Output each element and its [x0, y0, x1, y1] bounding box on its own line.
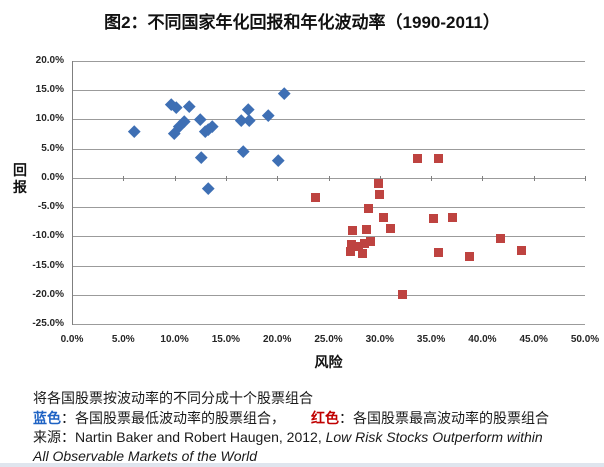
data-point-blue: [128, 125, 141, 138]
data-point-red: [345, 247, 355, 257]
y-tick-label: -25.0%: [32, 318, 64, 329]
data-point-blue: [195, 151, 208, 164]
data-point-red: [310, 192, 320, 202]
note-grouping: 将各国股票按波动率的不同分成十个股票组合: [33, 390, 313, 406]
data-point-blue: [237, 145, 250, 158]
data-point-red: [448, 213, 458, 223]
footnotes: 将各国股票按波动率的不同分成十个股票组合 蓝色：各国股票最低波动率的股票组合， 红…: [33, 388, 593, 466]
x-tick-label: 15.0%: [211, 334, 241, 345]
x-axis-tick: [533, 175, 535, 181]
data-point-red: [385, 224, 395, 234]
data-point-red: [433, 248, 443, 258]
chart-title: 图2：不同国家年化回报和年化波动率（1990-2011）: [104, 13, 500, 32]
data-point-red: [347, 225, 357, 235]
plot-area: [72, 61, 586, 325]
legend-red-desc: ：各国股票最高波动率的股票组合: [339, 410, 549, 426]
data-point-red: [353, 242, 363, 252]
legend-blue-label: 蓝色: [33, 410, 61, 426]
source-title-line1: Low Risk Stocks Outperform within: [325, 429, 543, 445]
data-point-red: [516, 245, 526, 255]
x-axis-tick: [225, 175, 227, 181]
x-axis-tick: [328, 175, 330, 181]
data-point-blue: [243, 114, 256, 127]
x-tick-label: 40.0%: [468, 334, 497, 345]
data-point-red: [361, 225, 371, 235]
y-tick-label: 10.0%: [35, 113, 64, 125]
data-point-red: [366, 237, 376, 247]
y-tick-label: 20.0%: [35, 55, 64, 66]
x-tick-label: 45.0%: [519, 334, 548, 345]
gridline: [72, 148, 585, 150]
data-point-red: [433, 153, 443, 163]
data-point-blue: [182, 99, 195, 113]
gridline: [72, 324, 585, 325]
x-tick-label: 25.0%: [314, 334, 343, 345]
x-axis-tick: [174, 175, 176, 181]
data-point-red: [397, 290, 407, 300]
x-axis-tick: [277, 175, 279, 181]
legend-red-label: 红色: [311, 410, 339, 426]
data-point-red: [375, 190, 385, 200]
data-point-red: [374, 178, 384, 188]
x-tick-label: 50.0%: [570, 334, 600, 345]
data-point-red: [464, 252, 474, 262]
source-title-line2: All Observable Markets of the World: [33, 448, 258, 464]
gridline: [72, 294, 585, 296]
gridline: [72, 61, 585, 62]
data-point-red: [428, 214, 438, 224]
gridline: [72, 236, 585, 238]
data-point-blue: [278, 87, 291, 100]
data-point-blue: [272, 153, 285, 166]
data-point-red: [379, 212, 389, 222]
data-point-blue: [194, 113, 207, 126]
source-citation: 来源：Nartin Baker and Robert Haugen, 2012,…: [33, 428, 593, 466]
legend-blue-desc: ：各国股票最低波动率的股票组合，: [61, 410, 285, 426]
y-tick-label: -5.0%: [37, 201, 64, 213]
y-tick-label: 15.0%: [35, 84, 64, 96]
y-axis-line: [72, 61, 73, 325]
y-axis-title: 回报: [13, 162, 27, 195]
y-tick-label: 5.0%: [41, 142, 64, 154]
x-tick-label: 30.0%: [365, 334, 394, 345]
x-tick-label: 0.0%: [60, 334, 84, 345]
data-point-red: [413, 153, 423, 163]
x-tick-label: 35.0%: [416, 334, 446, 345]
gridline: [72, 90, 585, 92]
x-axis-title: 风险: [314, 354, 343, 370]
y-tick-label: -10.0%: [32, 230, 64, 242]
y-tick-label: -15.0%: [32, 259, 64, 271]
x-axis-tick: [482, 175, 484, 181]
x-tick-label: 20.0%: [263, 334, 292, 345]
gridline: [72, 119, 585, 121]
data-point-red: [357, 248, 367, 258]
y-tick-label: -20.0%: [32, 288, 64, 300]
data-point-red: [364, 204, 373, 214]
y-tick-label: 0.0%: [41, 171, 64, 183]
source-prefix: 来源：Nartin Baker and Robert Haugen, 2012,: [33, 429, 326, 445]
x-tick-label: 5.0%: [111, 334, 135, 345]
data-point-red: [359, 238, 369, 248]
x-axis-tick: [123, 175, 125, 181]
x-axis-tick: [585, 175, 586, 181]
x-axis-tick: [431, 175, 433, 181]
note-legend: 蓝色：各国股票最低波动率的股票组合， 红色：各国股票最高波动率的股票组合: [33, 408, 593, 428]
gridline: [72, 207, 585, 209]
bottom-strip: [0, 463, 604, 467]
x-tick-label: 10.0%: [160, 334, 189, 345]
data-point-blue: [202, 182, 215, 195]
data-point-red: [496, 234, 506, 244]
x-axis-tick: [379, 175, 381, 181]
data-point-red: [346, 240, 356, 249]
gridline: [72, 265, 585, 267]
